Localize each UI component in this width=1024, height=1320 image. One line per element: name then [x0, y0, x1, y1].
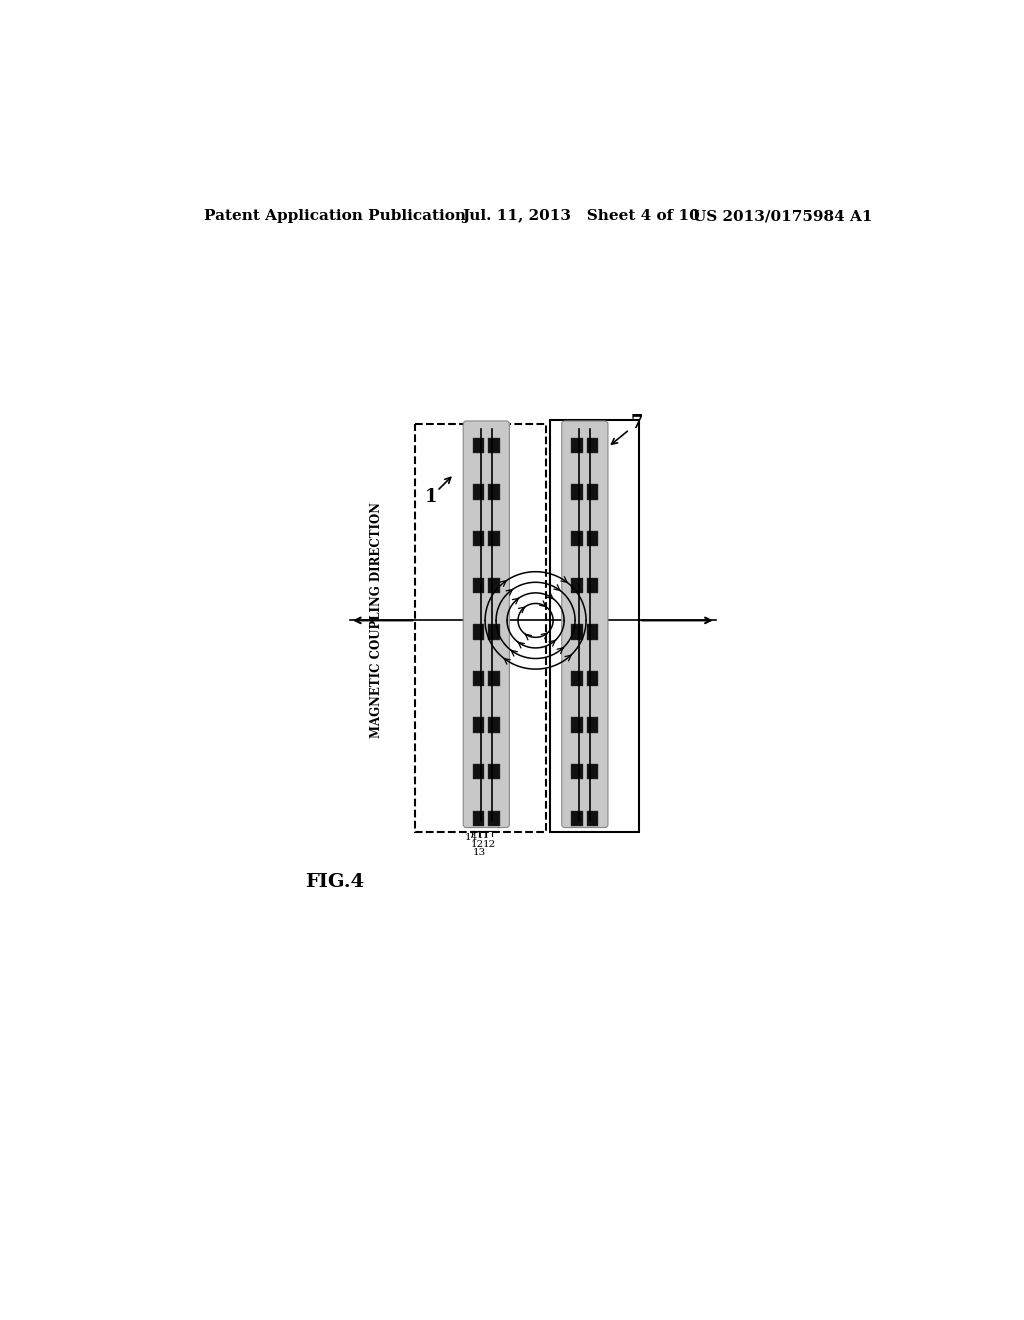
Text: 12: 12 — [482, 840, 496, 849]
Text: 1: 1 — [425, 488, 437, 506]
Bar — [571, 578, 583, 593]
Bar — [488, 718, 500, 733]
Bar — [473, 764, 484, 779]
Bar — [587, 718, 598, 733]
Bar — [473, 531, 484, 546]
Bar — [571, 624, 583, 640]
Bar — [587, 531, 598, 546]
FancyBboxPatch shape — [562, 421, 608, 828]
Text: Jul. 11, 2013   Sheet 4 of 10: Jul. 11, 2013 Sheet 4 of 10 — [462, 209, 699, 223]
Bar — [488, 764, 500, 779]
Bar — [571, 531, 583, 546]
Text: Patent Application Publication: Patent Application Publication — [204, 209, 466, 223]
Bar — [488, 624, 500, 640]
Bar — [587, 438, 598, 453]
Bar — [587, 624, 598, 640]
Text: 11: 11 — [476, 832, 489, 841]
Bar — [587, 764, 598, 779]
Bar — [488, 671, 500, 686]
Text: 12: 12 — [471, 840, 484, 849]
Bar — [587, 484, 598, 500]
Bar — [473, 718, 484, 733]
FancyBboxPatch shape — [463, 421, 509, 828]
Text: US 2013/0175984 A1: US 2013/0175984 A1 — [692, 209, 872, 223]
Text: MAGNETIC COUPLING DIRECTION: MAGNETIC COUPLING DIRECTION — [371, 503, 383, 738]
Bar — [571, 484, 583, 500]
Bar — [473, 438, 484, 453]
Bar — [571, 671, 583, 686]
Text: FIG.4: FIG.4 — [305, 874, 365, 891]
Bar — [488, 531, 500, 546]
Bar — [587, 810, 598, 826]
Bar — [473, 671, 484, 686]
Text: 7: 7 — [631, 414, 643, 432]
Bar — [571, 438, 583, 453]
Text: 14: 14 — [465, 833, 478, 842]
Bar — [473, 578, 484, 593]
Bar — [473, 810, 484, 826]
Bar — [488, 484, 500, 500]
Bar — [488, 438, 500, 453]
Bar — [488, 810, 500, 826]
Bar — [571, 718, 583, 733]
Bar — [587, 578, 598, 593]
Bar — [571, 764, 583, 779]
Bar — [473, 624, 484, 640]
Bar — [571, 810, 583, 826]
Bar — [587, 671, 598, 686]
Bar — [473, 484, 484, 500]
Text: 13: 13 — [473, 847, 486, 857]
Bar — [488, 578, 500, 593]
